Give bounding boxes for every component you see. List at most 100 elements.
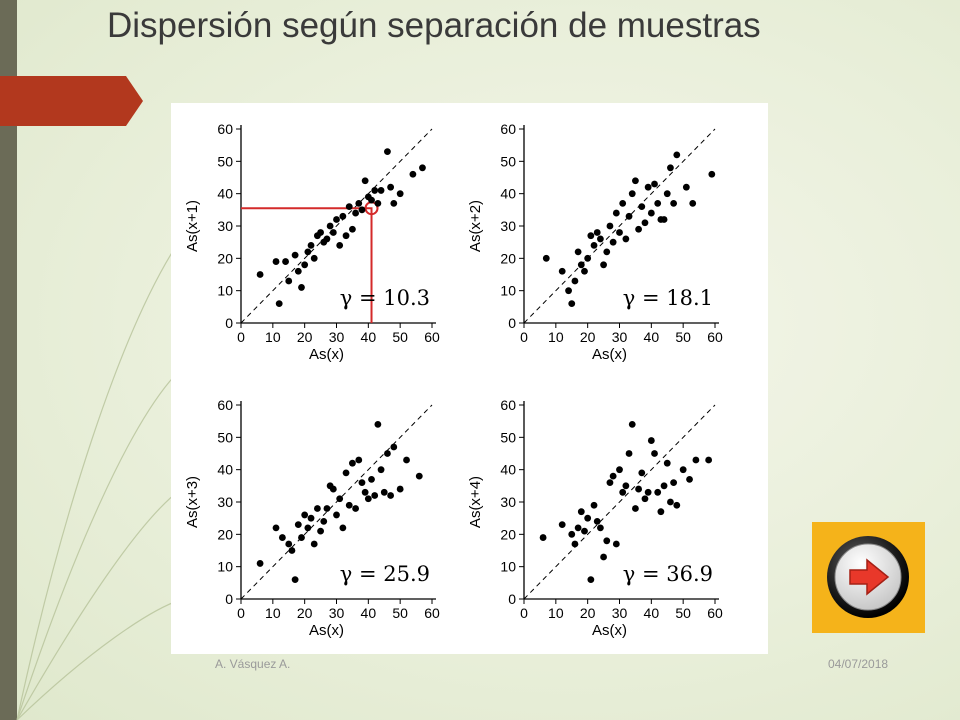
reference-line (523, 128, 716, 324)
data-point (415, 472, 423, 480)
x-tick-label: 40 (361, 605, 377, 621)
data-point (705, 456, 713, 464)
data-point (298, 534, 305, 541)
data-point (609, 238, 617, 246)
next-slide-button[interactable] (812, 522, 925, 633)
y-tick-label: 10 (500, 283, 516, 299)
y-tick-label: 0 (508, 315, 516, 331)
data-point (368, 475, 375, 483)
data-point (597, 524, 604, 532)
data-point (641, 495, 649, 503)
data-point (635, 485, 642, 493)
data-point (574, 248, 582, 256)
y-tick-label: 0 (225, 591, 233, 607)
data-point (651, 450, 658, 457)
footer-date: 04/07/2018 (828, 657, 889, 671)
data-point (584, 254, 592, 262)
highlight-guide (241, 207, 373, 323)
y-tick-label: 60 (500, 121, 516, 137)
y-axis-label: As(x+4) (467, 476, 484, 528)
y-tick-label: 60 (217, 397, 233, 413)
data-point (635, 225, 642, 233)
data-point (670, 199, 678, 207)
data-point (345, 203, 353, 210)
x-tick-label: 60 (707, 605, 723, 621)
x-tick-label: 30 (612, 329, 628, 345)
data-point (622, 235, 630, 243)
data-point (628, 190, 636, 198)
data-point (384, 148, 391, 156)
data-point (597, 235, 604, 243)
x-tick-label: 20 (297, 329, 313, 345)
data-point (654, 488, 662, 496)
x-tick-label: 0 (520, 605, 528, 621)
data-point (396, 190, 404, 198)
y-tick-label: 40 (500, 186, 516, 202)
data-point (272, 258, 280, 265)
data-point (314, 505, 321, 512)
scatter-plot-4: 0 10 20 30 40 50 60 0 10 20 30 40 50 60 As(x) As(x+4) γ … (467, 397, 723, 639)
data-point (355, 199, 363, 207)
y-tick-label: 30 (217, 494, 233, 510)
data-point (686, 475, 693, 483)
data-point (568, 530, 576, 538)
data-point (577, 508, 585, 516)
data-point (298, 284, 305, 291)
data-point (278, 534, 286, 541)
x-tick-label: 50 (675, 605, 691, 621)
y-tick-label: 60 (500, 397, 516, 413)
slide-title: Dispersión según separación de muestras (107, 6, 761, 45)
data-point (600, 553, 607, 561)
y-tick-label: 60 (217, 121, 233, 137)
data-point (329, 229, 337, 236)
y-tick-label: 30 (217, 218, 233, 234)
data-point (568, 300, 576, 307)
y-tick-label: 10 (217, 283, 233, 299)
gamma-annotation: γ = 25.9 (340, 562, 430, 586)
data-point (387, 492, 395, 499)
data-point (647, 209, 655, 217)
data-point (581, 527, 588, 535)
data-point (294, 267, 302, 275)
data-point (542, 254, 550, 262)
data-point (647, 437, 655, 444)
title-ribbon (0, 76, 143, 126)
data-point (571, 277, 579, 285)
data-point (358, 206, 366, 214)
y-tick-label: 50 (217, 153, 233, 169)
data-point (345, 501, 353, 509)
x-tick-label: 40 (644, 605, 660, 621)
data-point (609, 472, 617, 480)
data-point (361, 177, 369, 185)
data-point (679, 466, 687, 474)
data-point (409, 170, 417, 178)
data-point (374, 199, 382, 207)
gamma-annotation: γ = 18.1 (623, 286, 713, 310)
x-axis-label: As(x) (592, 622, 627, 639)
data-point (336, 495, 344, 503)
reference-line (240, 404, 433, 600)
data-point (282, 258, 289, 265)
data-point (272, 524, 280, 532)
x-tick-label: 30 (329, 329, 345, 345)
data-point (682, 183, 690, 191)
data-point (361, 488, 369, 496)
data-point (692, 456, 700, 464)
data-point (307, 242, 315, 249)
data-point (625, 212, 633, 220)
data-point (326, 222, 334, 230)
data-point (301, 261, 309, 269)
data-point (358, 479, 366, 486)
data-point (654, 199, 662, 207)
data-point (285, 277, 293, 285)
data-point (571, 540, 579, 548)
data-point (651, 180, 658, 188)
data-point (673, 501, 681, 509)
data-point (371, 492, 379, 499)
data-point (558, 267, 566, 275)
data-point (612, 540, 620, 548)
data-point (310, 540, 318, 548)
data-point (355, 456, 363, 464)
x-tick-label: 10 (265, 329, 281, 345)
x-tick-label: 0 (237, 605, 245, 621)
